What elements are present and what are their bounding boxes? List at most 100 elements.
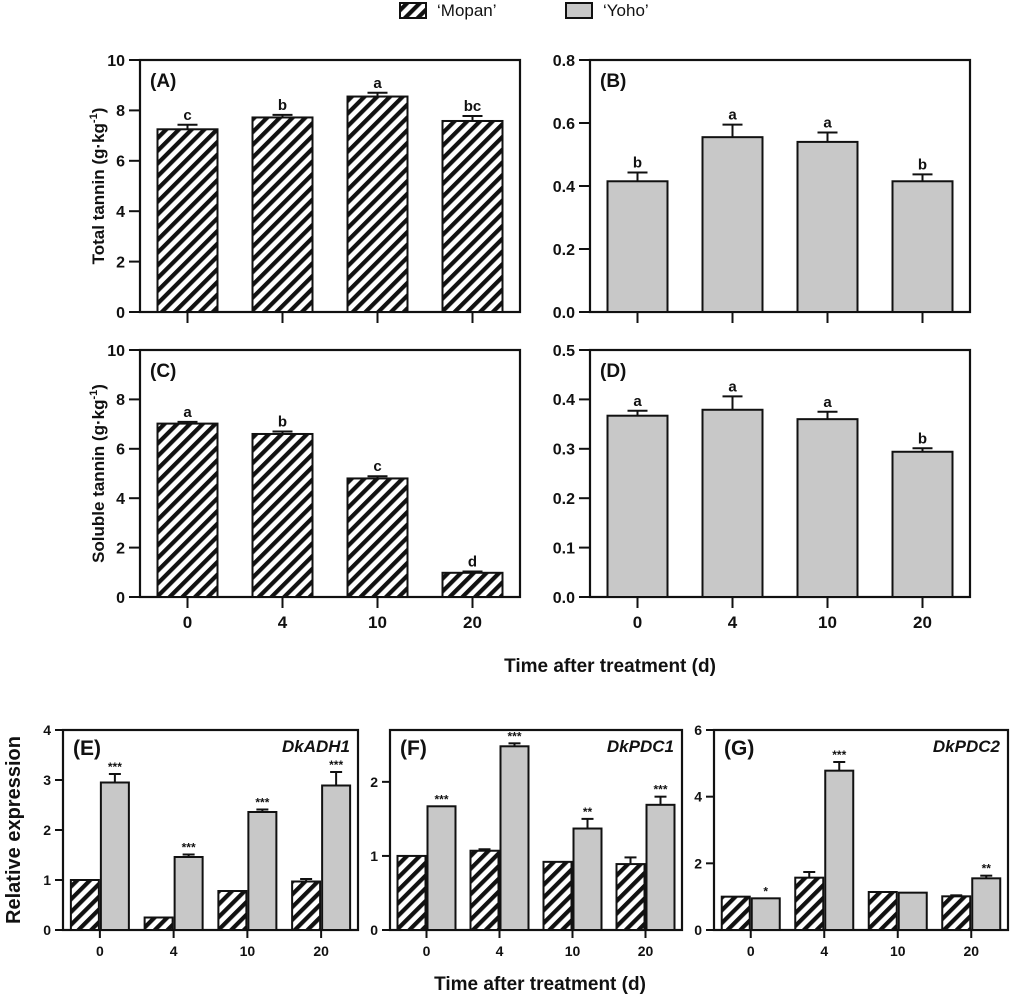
x-tick-label-E: 10 (240, 943, 256, 959)
significance-label-B: a (823, 114, 832, 131)
panel-label-C: (C) (150, 361, 176, 382)
gene-label-E: DkADH1 (282, 737, 350, 756)
y-tick-label-C: 10 (107, 343, 125, 360)
y-tick-label-B: 0.2 (553, 242, 575, 259)
panel-label-F: (F) (400, 737, 427, 760)
x-tick-label-D: 20 (913, 613, 932, 632)
y-axis-title-sup-A: -1 (88, 113, 100, 123)
bar-G-yoho-4 (824, 769, 855, 932)
y-tick-label-B: 0.8 (553, 53, 575, 70)
bottom-y-axis-title: Relative expression (3, 736, 25, 924)
plot-frame-F (388, 728, 684, 932)
x-tick-label-C: 4 (278, 613, 288, 632)
bar-E-mopan-4 (143, 916, 174, 931)
y-tick-label-A: 10 (107, 53, 125, 70)
significance-label-F: *** (507, 729, 521, 743)
bar-C-mopan-0 (156, 422, 219, 598)
bar-G-mopan-20 (941, 895, 972, 931)
bar-A-mopan-20 (441, 119, 504, 314)
bar-E-mopan-20 (291, 880, 322, 931)
x-tick-label-C: 10 (368, 613, 387, 632)
x-tick-label-D: 0 (633, 613, 642, 632)
significance-label-B: b (918, 156, 927, 173)
y-axis-title-C: Soluble tannin (g·kg-1) (88, 384, 108, 563)
bar-C-mopan-10 (346, 477, 409, 598)
bar-E-yoho-10 (247, 811, 278, 931)
y-tick-label-E: 2 (43, 822, 51, 838)
y-tick-label-D: 0.0 (553, 590, 575, 607)
panel-label-B: (B) (600, 71, 626, 92)
panel-E: 0 1 2 3 4 0 4 10 20 *** *** *** *** (E) DkADH1 (43, 722, 360, 959)
y-tick-label-F: 2 (370, 774, 378, 790)
significance-label-C: a (183, 404, 192, 421)
significance-label-C: c (373, 458, 381, 475)
y-axis-title-end-C: ) (89, 384, 108, 390)
bar-G-yoho-0 (750, 897, 781, 931)
bar-F-yoho-0 (426, 805, 457, 932)
bar-D-yoho-10 (796, 418, 859, 598)
y-tick-label-B: 0.4 (553, 179, 575, 196)
bar-B-yoho-20 (891, 180, 954, 313)
gene-label-G: DkPDC2 (933, 737, 1001, 756)
plot-frame-A (138, 58, 522, 314)
y-tick-label-C: 2 (116, 540, 125, 557)
bar-E-mopan-0 (69, 879, 100, 931)
significance-label-D: a (823, 394, 832, 411)
y-tick-label-D: 0.5 (553, 343, 575, 360)
y-tick-label-C: 0 (116, 590, 125, 607)
significance-label-F: ** (583, 805, 593, 819)
bar-F-mopan-0 (396, 854, 427, 931)
y-axis-title-end-A: ) (89, 108, 108, 114)
x-tick-label-E: 0 (96, 943, 104, 959)
x-tick-label-F: 10 (565, 943, 581, 959)
significance-label-A: b (278, 97, 287, 114)
bar-C-mopan-4 (251, 432, 314, 599)
x-tick-label-G: 0 (747, 943, 755, 959)
bar-E-mopan-10 (217, 890, 248, 931)
y-tick-label-E: 3 (43, 772, 51, 788)
significance-label-E: *** (255, 796, 269, 810)
significance-label-A: c (183, 107, 191, 124)
bar-F-mopan-10 (542, 860, 573, 932)
y-tick-label-D: 0.1 (553, 540, 575, 557)
y-tick-label-A: 0 (116, 305, 125, 322)
y-tick-label-B: 0.0 (553, 305, 575, 322)
bar-F-mopan-4 (469, 849, 500, 931)
significance-label-G: * (763, 884, 768, 898)
significance-label-E: *** (108, 760, 122, 774)
bar-A-mopan-10 (346, 95, 409, 314)
bar-D-yoho-0 (606, 414, 669, 598)
y-tick-label-G: 0 (694, 922, 702, 938)
significance-label-B: b (633, 154, 642, 171)
significance-label-D: a (728, 378, 737, 395)
significance-label-A: bc (464, 98, 482, 115)
bar-E-yoho-0 (99, 781, 130, 931)
y-tick-label-C: 4 (116, 491, 125, 508)
y-tick-label-C: 6 (116, 442, 125, 459)
significance-label-E: *** (329, 758, 343, 772)
y-axis-title-main-C: Soluble tannin (g·kg (89, 400, 108, 563)
bar-G-yoho-10 (897, 891, 928, 932)
x-tick-label-F: 20 (638, 943, 654, 959)
significance-label-E: *** (182, 841, 196, 855)
y-tick-label-C: 8 (116, 392, 125, 409)
x-tick-label-C: 20 (463, 613, 482, 632)
y-tick-label-D: 0.2 (553, 491, 575, 508)
bar-A-mopan-0 (156, 128, 219, 313)
x-tick-label-F: 0 (423, 943, 431, 959)
y-tick-label-B: 0.6 (553, 116, 575, 133)
bar-G-mopan-0 (720, 895, 751, 932)
y-axis-title-sup-C: -1 (88, 390, 100, 400)
y-tick-label-A: 6 (116, 154, 125, 171)
significance-label-D: b (918, 430, 927, 447)
significance-label-C: d (468, 554, 477, 571)
legend-swatch-yoho (565, 2, 593, 19)
panel-B: 0.0 0.2 0.4 0.6 0.8 b a a b (B) (553, 53, 972, 323)
y-tick-label-E: 4 (43, 722, 51, 738)
legend-label-mopan: ‘Mopan’ (437, 1, 497, 20)
plot-frame-C (138, 348, 522, 599)
x-tick-label-D: 4 (728, 613, 738, 632)
y-tick-label-F: 1 (370, 848, 378, 864)
